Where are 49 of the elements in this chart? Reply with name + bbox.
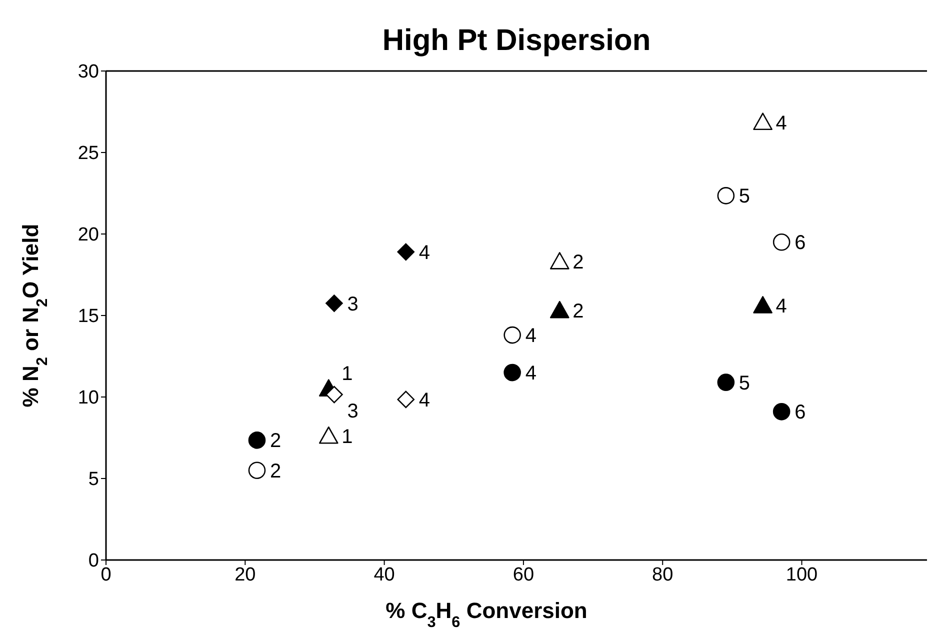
annotation: 2	[270, 430, 282, 452]
annotation: 3	[347, 400, 358, 423]
y-tick-label: 20	[78, 224, 99, 246]
annotation: 6	[794, 232, 806, 254]
y-tick-label: 0	[88, 550, 99, 572]
point	[397, 243, 415, 261]
x-tick-label: 100	[786, 564, 818, 586]
point	[717, 374, 735, 391]
point	[550, 300, 570, 318]
point	[248, 432, 266, 449]
point	[772, 234, 790, 251]
x-tick-label: 20	[234, 564, 256, 586]
annotation: 4	[776, 112, 787, 134]
point	[753, 112, 772, 130]
chart-title: High Pt Dispersion	[382, 24, 651, 57]
annotation: 5	[738, 186, 750, 208]
annotation: 4	[776, 296, 787, 318]
point	[326, 386, 343, 404]
annotation: 3	[347, 293, 358, 316]
point	[504, 364, 521, 382]
y-tick-label: 15	[78, 306, 99, 328]
annotation: 2	[572, 300, 584, 323]
annotation: 2	[270, 460, 282, 482]
annotation: 5	[738, 372, 750, 394]
point	[397, 390, 415, 408]
x-tick-label: 80	[652, 564, 674, 586]
x-axis-title: % C$_{3}$H$_{6}$ Conversion	[386, 598, 588, 630]
x-tick-label: 60	[512, 564, 534, 586]
point	[753, 296, 772, 314]
annotation: 4	[525, 362, 536, 385]
point	[504, 326, 521, 344]
point	[550, 252, 570, 270]
point	[772, 403, 790, 420]
point	[318, 426, 338, 444]
point	[717, 187, 735, 204]
annotation: 4	[418, 242, 430, 264]
y-tick-label: 25	[78, 143, 99, 164]
y-tick-label: 30	[78, 62, 99, 83]
annotation: 1	[342, 426, 353, 448]
point	[326, 294, 343, 312]
annotation: 4	[525, 325, 536, 348]
x-tick-label: 40	[374, 564, 395, 586]
annotation: 4	[418, 389, 430, 412]
annotation: 1	[342, 362, 353, 385]
point	[248, 462, 266, 479]
annotation: 6	[794, 402, 806, 424]
y-tick-label: 10	[78, 388, 99, 409]
y-tick-label: 5	[88, 469, 99, 490]
annotation: 2	[572, 252, 584, 274]
